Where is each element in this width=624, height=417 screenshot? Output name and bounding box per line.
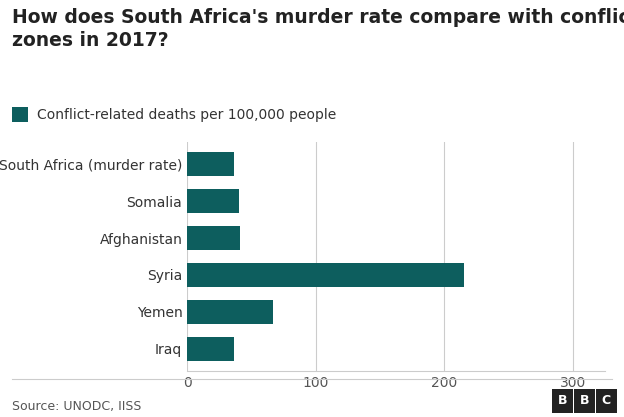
Text: B: B: [558, 394, 567, 407]
Text: Conflict-related deaths per 100,000 people: Conflict-related deaths per 100,000 peop…: [37, 108, 337, 122]
Bar: [187, 189, 238, 213]
Bar: [187, 226, 240, 250]
Text: C: C: [602, 394, 611, 407]
Bar: [187, 337, 233, 361]
Bar: [187, 263, 464, 287]
Text: Source: UNODC, IISS: Source: UNODC, IISS: [12, 400, 142, 413]
Bar: [187, 152, 233, 176]
Text: How does South Africa's murder rate compare with conflict
zones in 2017?: How does South Africa's murder rate comp…: [12, 8, 624, 50]
Bar: [187, 300, 273, 324]
Text: B: B: [580, 394, 589, 407]
